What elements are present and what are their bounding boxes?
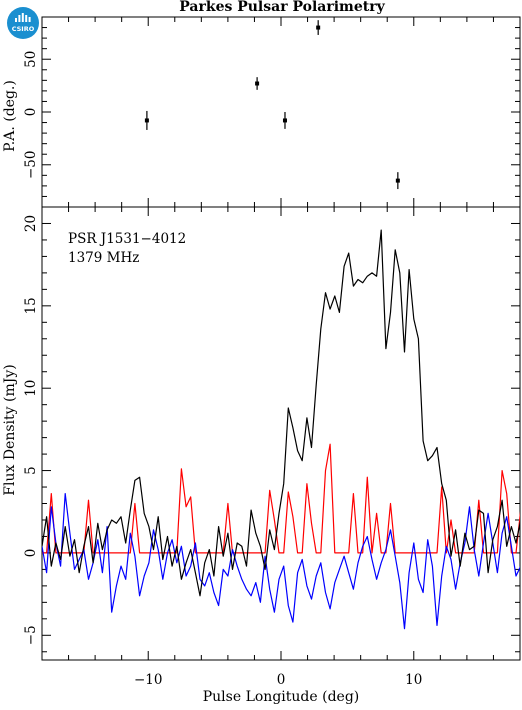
pa-panel: −50 0 50 bbox=[23, 16, 521, 208]
csiro-logo-bar bbox=[25, 15, 28, 22]
pa-panel-y-tick-label: 50 bbox=[23, 51, 39, 68]
flux-panel-frame bbox=[41, 206, 521, 661]
frequency-label: 1379 MHz bbox=[68, 250, 139, 266]
csiro-logo-text: CSIRO bbox=[12, 25, 35, 33]
flux-panel-x-tick-label: 0 bbox=[277, 672, 286, 688]
flux-panel-x-tick-label: −10 bbox=[134, 672, 163, 688]
pulsar-name-label: PSR J1531−4012 bbox=[68, 231, 186, 247]
pa-point bbox=[395, 178, 400, 183]
flux-panel-y-tick-label: 0 bbox=[23, 549, 39, 558]
csiro-logo-bar bbox=[15, 18, 17, 22]
total-intensity-line bbox=[42, 229, 520, 597]
csiro-logo-bar bbox=[21, 13, 24, 22]
pa-panel-y-tick-label: 0 bbox=[23, 108, 39, 117]
pa-point bbox=[316, 25, 321, 30]
csiro-logo-bar bbox=[28, 17, 31, 22]
flux-panel: −5 0 5 10 15 20 −10 0 10 bbox=[23, 206, 521, 688]
pa-point bbox=[255, 81, 260, 86]
x-axis-label: Pulse Longitude (deg) bbox=[203, 689, 360, 705]
flux-panel-y-tick-label: 15 bbox=[23, 297, 39, 314]
pa-axis-label: P.A. (deg.) bbox=[2, 80, 18, 152]
pa-panel-frame bbox=[41, 16, 521, 208]
chart-title: Parkes Pulsar Polarimetry bbox=[179, 0, 385, 15]
csiro-logo-circle bbox=[7, 7, 39, 39]
pa-panel-y-tick-label: −50 bbox=[23, 151, 39, 180]
flux-panel-x-tick-label: 10 bbox=[405, 672, 422, 688]
linear-polarization-line bbox=[42, 443, 520, 554]
flux-panel-y-tick-label: −5 bbox=[23, 625, 39, 645]
flux-panel-y-tick-label: 5 bbox=[23, 466, 39, 475]
csiro-logo-bar bbox=[18, 15, 21, 22]
circular-polarization-line bbox=[42, 493, 520, 630]
csiro-logo-bars bbox=[15, 13, 31, 22]
flux-panel-y-tick-label: 20 bbox=[23, 215, 39, 232]
pa-point bbox=[282, 118, 287, 123]
pa-point bbox=[144, 118, 149, 123]
csiro-logo: CSIRO bbox=[7, 7, 39, 39]
flux-panel-y-tick-label: 10 bbox=[23, 380, 39, 397]
flux-axis-label: Flux Density (mJy) bbox=[2, 364, 18, 495]
